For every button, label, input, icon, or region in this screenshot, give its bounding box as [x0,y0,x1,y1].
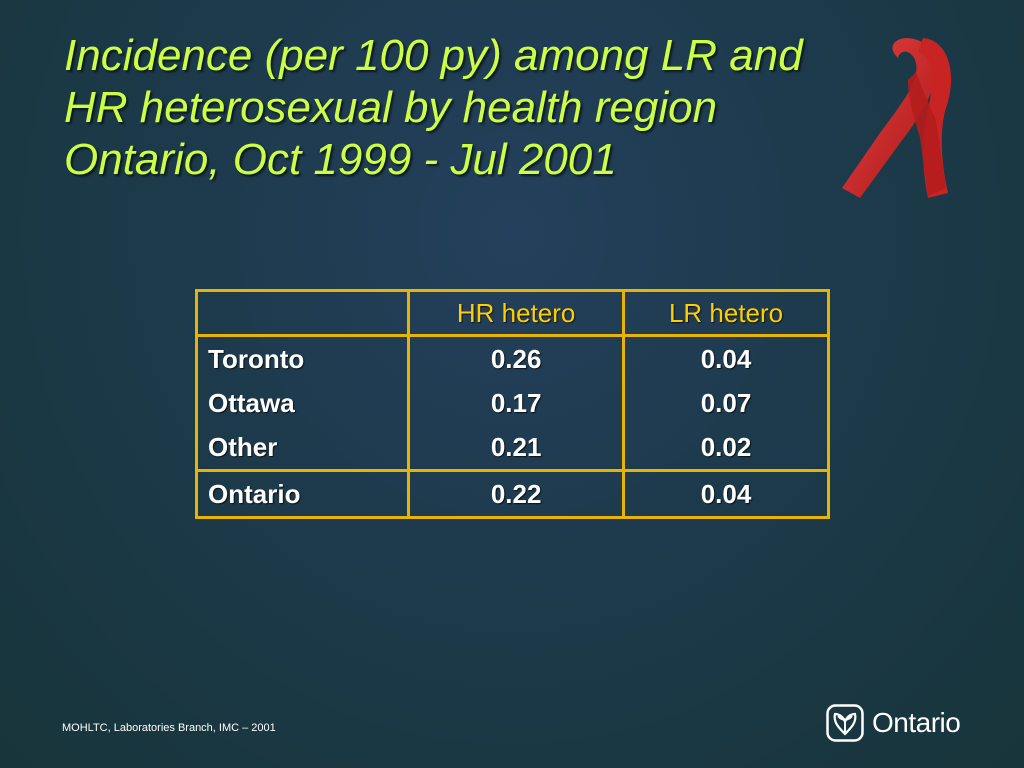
lr-value-cell: 0.02 [622,425,829,471]
region-cell: Toronto [208,343,305,374]
title-line-1: Incidence (per 100 py) among LR and [64,31,803,80]
header-hr-hetero: HR hetero [407,290,624,337]
hr-value-cell: 0.17 [407,381,624,425]
region-cell: Other [208,431,278,462]
red-ribbon-icon [842,38,952,198]
table-row: Toronto 0.26 0.04 [197,335,829,381]
header-lr-hetero: LR hetero [622,290,829,337]
region-cell: Ontario [196,469,409,518]
slide-title: Incidence (per 100 py) among LR and HR h… [64,30,944,186]
source-footer: MOHLTC, Laboratories Branch, IMC – 2001 [62,722,276,734]
hr-value-cell: 0.22 [407,469,624,518]
table-total-row: Ontario 0.22 0.04 [196,469,829,518]
incidence-table: HR hetero LR hetero Toronto 0.26 0.04 Ot… [195,289,830,519]
title-line-2: HR heterosexual by health region [64,83,718,132]
header-region [196,290,409,337]
lr-value-cell: 0.04 [622,469,829,518]
lr-value-cell: 0.07 [622,381,829,425]
title-line-3: Ontario, Oct 1999 - Jul 2001 [64,135,617,184]
table-row: Other 0.21 0.02 [197,425,829,471]
table-row: Ottawa 0.17 0.07 [197,381,829,425]
ontario-logo: Ontario [826,704,961,742]
table-header-row: HR hetero LR hetero [196,290,829,337]
lr-value-cell: 0.04 [622,335,829,381]
ontario-trillium-icon [826,704,864,742]
ontario-wordmark: Ontario [872,707,961,738]
hr-value-cell: 0.21 [407,425,624,471]
region-cell: Ottawa [208,387,295,418]
hr-value-cell: 0.26 [407,335,624,381]
